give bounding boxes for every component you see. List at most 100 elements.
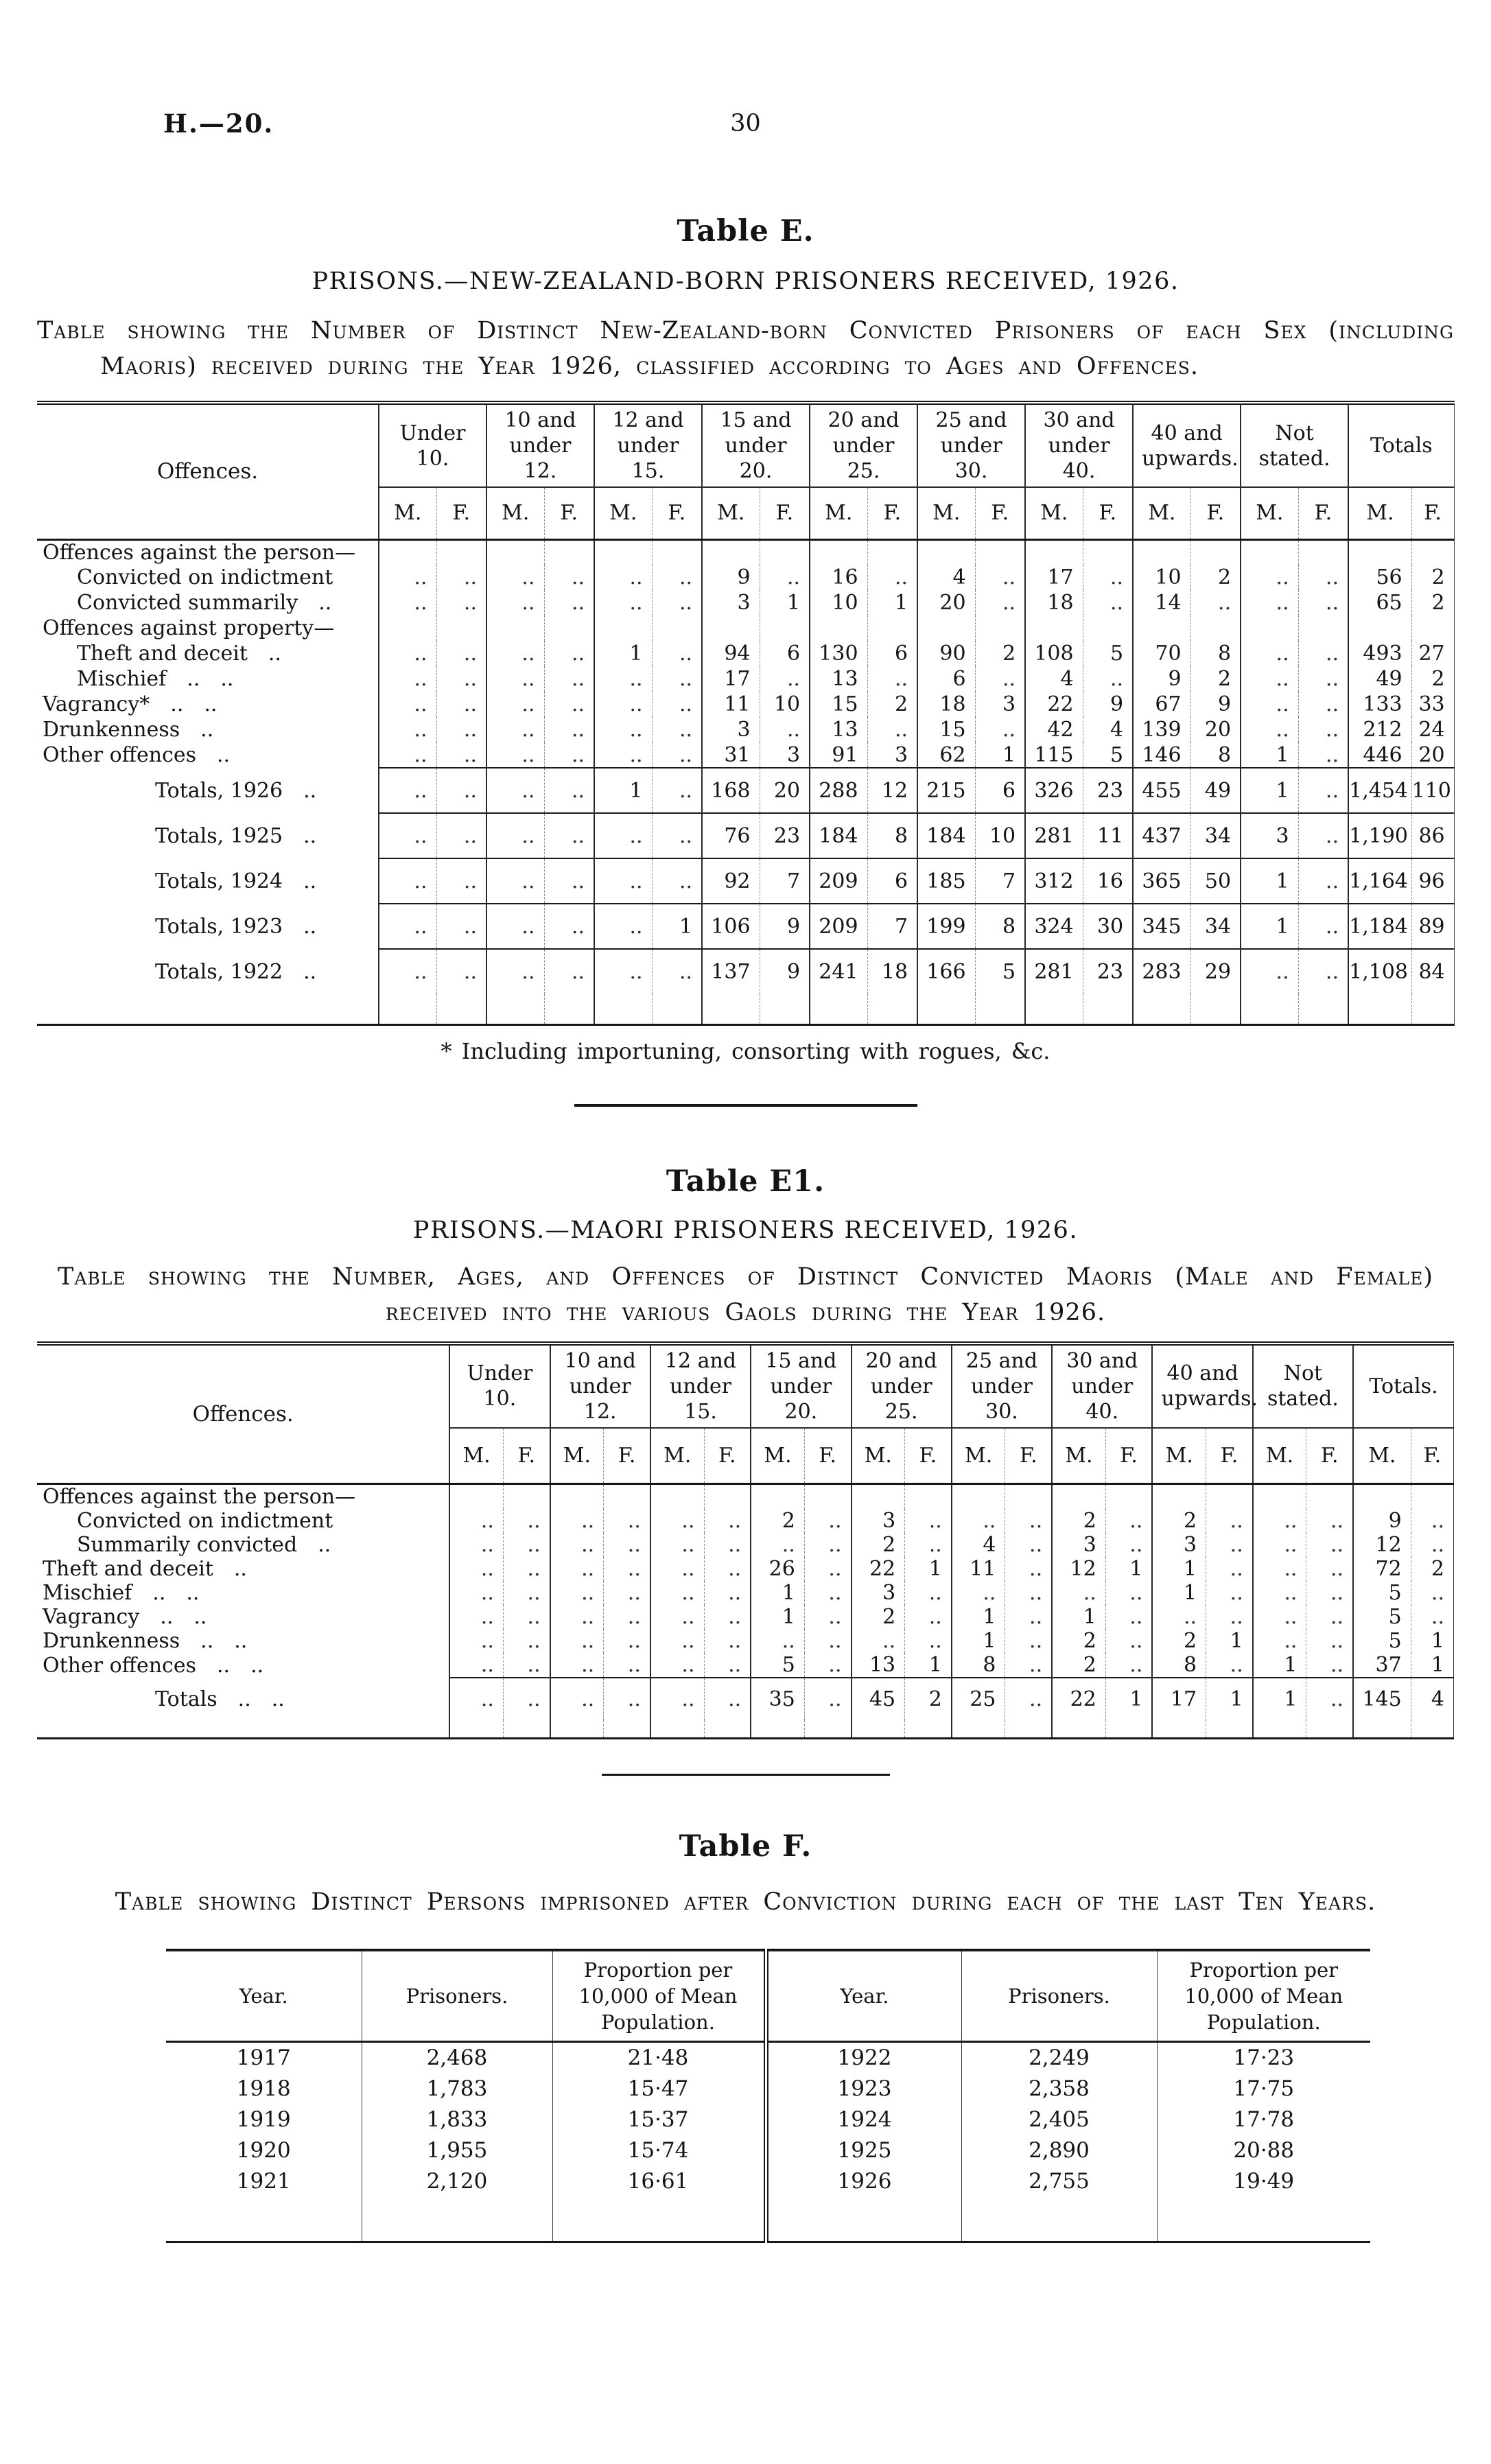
- table-cell: 20·88: [1156, 2135, 1370, 2166]
- year-header: Year.: [763, 1949, 961, 2041]
- table-cell: 5: [974, 948, 1026, 994]
- table-cell: 5: [1082, 742, 1134, 768]
- table-e: Offences. Under 10. 10 and under 12. 12 and…: [37, 401, 1455, 1026]
- table-cell: 10: [759, 692, 810, 717]
- table-cell: [1132, 539, 1191, 565]
- male-column-header: M.: [549, 1427, 604, 1484]
- table-header: Offences. Under 10. 10 and under 12. 12 and…: [37, 403, 1455, 539]
- table-cell: ..: [549, 1629, 604, 1653]
- group-row: Offences against the person—: [37, 1483, 1454, 1509]
- row-label: Vagrancy .. ..: [43, 1605, 207, 1629]
- row-label: Offences against property—: [43, 616, 335, 640]
- table-cell: 2: [1410, 1557, 1454, 1581]
- table-cell: ..: [1105, 1605, 1153, 1629]
- table-cell: ..: [867, 666, 918, 692]
- table-row: Vagrancy* .. .............. 11 10 15 2 18 3 22 9…: [37, 692, 1455, 717]
- age-group-header: Not stated.: [1240, 403, 1349, 488]
- table-cell: 3: [701, 590, 760, 615]
- header-sex-row: M. F. M. F. M. F. M. F. M. F. M. F. M. F. M. F. M. F. M. F.: [37, 1427, 1454, 1484]
- spacer-cell: [361, 2196, 552, 2242]
- table-cell: ..: [1206, 1533, 1253, 1557]
- doc-reference: H.—20.: [163, 108, 274, 139]
- table-cell: 1: [1252, 1653, 1306, 1678]
- table-cell: 18: [1024, 590, 1083, 615]
- table-cell: ..: [1298, 717, 1349, 742]
- table-cell: ..: [486, 590, 544, 615]
- table-row: Other offences .. .............. 5.. 13 1 8.…: [37, 1653, 1454, 1678]
- female-column-header: F.: [1298, 487, 1349, 539]
- table-cell: 1921: [236, 2169, 291, 2194]
- table-cell: 14: [1132, 590, 1191, 615]
- table-cell: [1348, 539, 1412, 565]
- table-cell: 3: [1240, 812, 1299, 858]
- table-body: Offences against the person— Convicted on…: [37, 1483, 1454, 1738]
- table-header: Offences. Under 10. 10 and under 12. 12 and…: [37, 1343, 1454, 1484]
- table-cell: 17·75: [1156, 2073, 1370, 2104]
- table-cell: ..: [649, 1605, 705, 1629]
- row-label: Other offences .. ..: [43, 1653, 264, 1678]
- table-cell: ..: [594, 590, 653, 615]
- table-cell: 1919: [236, 2107, 291, 2132]
- table-cell: ..: [904, 1509, 952, 1533]
- table-cell: ..: [603, 1605, 650, 1629]
- table-cell: ..: [449, 1629, 504, 1653]
- table-cell: ..: [378, 666, 436, 692]
- table-cell: ..: [1005, 1533, 1053, 1557]
- table-cell: ..: [449, 1557, 504, 1581]
- table-cell: ..: [1240, 565, 1299, 590]
- table-cell: ..: [594, 565, 653, 590]
- female-column-header: F.: [651, 487, 703, 539]
- table-f-description: Table showing Distinct Persons imprisone…: [115, 1888, 1376, 1916]
- table-cell: 10: [974, 812, 1026, 858]
- table-cell: 2: [750, 1509, 805, 1533]
- table-cell: ..: [436, 742, 486, 768]
- table-cell: ..: [486, 717, 544, 742]
- table-cell: 89: [1411, 903, 1455, 949]
- spacer-cell: [543, 994, 595, 1024]
- table-cell: 4: [950, 1533, 1005, 1557]
- table-cell: ..: [904, 1629, 952, 1653]
- table-cell: ..: [651, 641, 703, 666]
- table-cell: 2,249: [961, 2041, 1157, 2074]
- table-cell: 1,783: [361, 2073, 552, 2104]
- table-cell: ..: [449, 1581, 504, 1605]
- table-e1-title: Table E1.: [666, 1164, 825, 1199]
- table-cell: ..: [1298, 565, 1349, 590]
- table-cell: 3: [850, 1509, 905, 1533]
- table-cell: [486, 615, 544, 641]
- table-cell: ..: [950, 1581, 1005, 1605]
- age-group-header: 12 and under 15.: [649, 1343, 751, 1429]
- table-body: Offences against the person— Convicted on…: [37, 539, 1455, 1024]
- male-column-header: M.: [378, 487, 436, 539]
- table-cell: ..: [651, 590, 703, 615]
- table-cell: [974, 615, 1026, 641]
- row-label: Totals, 1922 ..: [155, 959, 317, 984]
- table-row: Theft and deceit .......... 1.. 94 6 130 6 90 2…: [37, 641, 1455, 666]
- table-cell: 65: [1348, 590, 1412, 615]
- table-cell: 108: [1024, 641, 1083, 666]
- table-cell: ..: [436, 590, 486, 615]
- table-cell: 1: [1410, 1629, 1454, 1653]
- table-cell: 33: [1411, 692, 1455, 717]
- table-cell: 9: [1132, 666, 1191, 692]
- table-cell: 3: [974, 692, 1026, 717]
- table-cell: 72: [1352, 1557, 1411, 1581]
- table-cell: 2,468: [361, 2041, 552, 2074]
- table-cell: ..: [543, 692, 595, 717]
- spacer-cell: [867, 994, 918, 1024]
- table-cell: 1: [904, 1653, 952, 1678]
- female-column-header: F.: [1005, 1427, 1053, 1484]
- table-cell: 1: [594, 767, 653, 813]
- table-cell: 184: [917, 812, 976, 858]
- table-cell: 8: [1151, 1653, 1206, 1678]
- table-cell: ..: [1005, 1629, 1053, 1653]
- table-cell: 9: [759, 948, 810, 994]
- table-cell: ..: [594, 692, 653, 717]
- table-cell: ..: [1082, 565, 1134, 590]
- row-label: Totals, 1923 ..: [155, 914, 317, 939]
- age-group-header: 10 and under 12.: [485, 403, 595, 488]
- table-cell: ..: [651, 565, 703, 590]
- table-cell: ..: [867, 565, 918, 590]
- age-group-header: 25 and under 30.: [950, 1343, 1053, 1429]
- table-cell: 3: [759, 742, 810, 768]
